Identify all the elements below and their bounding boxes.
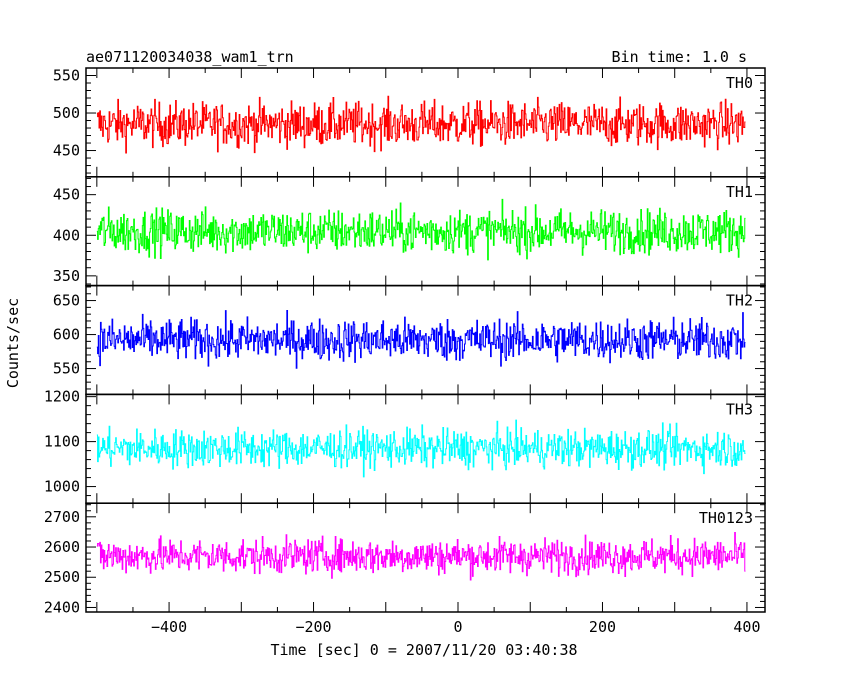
bin-time-label: Bin time: 1.0 s	[612, 48, 747, 66]
y-tick-label: 1000	[44, 478, 80, 496]
y-axis-label: Counts/sec	[4, 298, 22, 388]
panel-label-th3: TH3	[726, 400, 753, 418]
y-tick-label: 400	[53, 226, 80, 244]
series-line-th2	[96, 310, 746, 369]
x-axis-label: Time [sec] 0 = 2007/11/20 03:40:38	[270, 641, 577, 659]
y-tick-label: 550	[53, 360, 80, 378]
y-tick-label: 2500	[44, 568, 80, 586]
chart-title: ae071120034038_wam1_trn	[86, 48, 294, 66]
panel-label-th1: TH1	[726, 183, 753, 201]
panel-th2: 550 600 650 TH2	[53, 284, 766, 396]
y-tick-label: 500	[53, 104, 80, 122]
y-tick-label: 450	[53, 142, 80, 160]
y-tick-label: 2400	[44, 598, 80, 616]
panel-label-th2: TH2	[726, 292, 753, 310]
series-line-th0	[96, 95, 746, 154]
series-line-th0123	[96, 532, 746, 581]
panel-label-th0: TH0	[726, 74, 753, 92]
y-tick-label: 350	[53, 267, 80, 285]
y-tick-label: 1100	[44, 433, 80, 451]
panel-th0: 450 500 550 TH0	[53, 67, 766, 178]
panel-frame	[85, 284, 766, 396]
x-tick-label: 400	[733, 618, 760, 636]
y-tick-label: 1200	[44, 388, 80, 406]
panel-th0123: 2400 2500 2600 2700 TH0123	[44, 502, 766, 616]
panel-label-th0123: TH0123	[699, 509, 753, 527]
y-tick-label: 550	[53, 67, 80, 85]
y-tick-label: 2700	[44, 508, 80, 526]
y-tick-label: 450	[53, 186, 80, 204]
panels-layer: 450 500 550 TH0 350 400 450 TH1 550 600 650 TH2 1000…	[44, 67, 766, 636]
y-tick-label: 600	[53, 326, 80, 344]
y-tick-label: 2600	[44, 538, 80, 556]
x-tick-label: −400	[151, 618, 187, 636]
x-tick-label: 200	[589, 618, 616, 636]
series-line-th1	[96, 198, 746, 261]
panel-frame	[85, 502, 766, 613]
panel-th3: 1000 1100 1200 TH3	[44, 388, 766, 504]
series-line-th3	[96, 419, 746, 478]
x-tick-label: −200	[295, 618, 331, 636]
panel-th1: 350 400 450 TH1	[53, 176, 766, 287]
x-tick-label: 0	[453, 618, 462, 636]
y-tick-label: 650	[53, 292, 80, 310]
